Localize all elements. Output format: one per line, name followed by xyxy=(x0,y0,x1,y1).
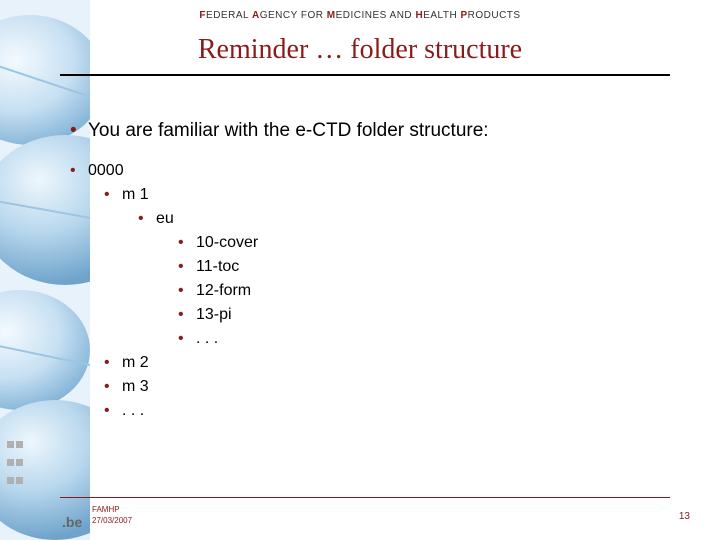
tree-m1: m 1 xyxy=(104,186,670,204)
tree-eu-child: . . . xyxy=(178,330,670,348)
content-area: You are familiar with the e-CTD folder s… xyxy=(70,120,670,426)
title-divider xyxy=(60,74,670,76)
tree-eu-child: 12-form xyxy=(178,282,670,300)
tree-eu-child: 11-toc xyxy=(178,258,670,276)
slide-title: Reminder … folder structure xyxy=(0,34,720,66)
tree-eu-child: 10-cover xyxy=(178,234,670,252)
footer-text: FAMHP27/03/2007 xyxy=(92,505,132,526)
tree-root: 0000 xyxy=(70,162,670,180)
bullet-intro: You are familiar with the e-CTD folder s… xyxy=(70,120,670,142)
tree-eu: eu xyxy=(138,210,670,228)
page-number: 13 xyxy=(679,511,690,522)
decorative-squares xyxy=(6,436,24,490)
be-logo: .be xyxy=(62,514,82,530)
agency-header: FEDERAL AGENCY FOR MEDICINES AND HEALTH … xyxy=(0,10,720,21)
tree-m3: m 3 xyxy=(104,378,670,396)
tree-m2: m 2 xyxy=(104,354,670,372)
tree-more: . . . xyxy=(104,402,670,420)
tree-eu-child: 13-pi xyxy=(178,306,670,324)
footer-divider xyxy=(60,497,670,498)
